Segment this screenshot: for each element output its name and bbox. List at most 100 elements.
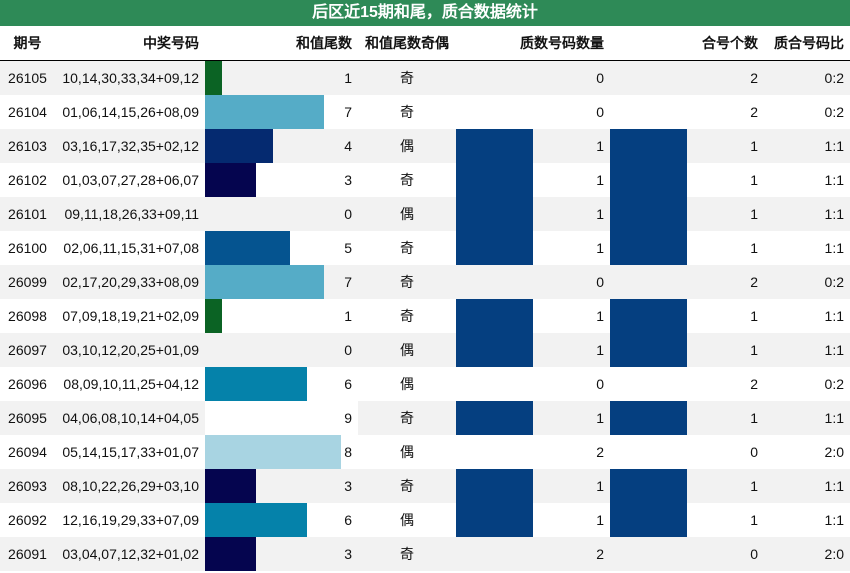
numbers-cell-value: 02,17,20,29,33+08,09 — [62, 274, 199, 290]
prime-count-cell-value: 1 — [596, 512, 604, 528]
ratio-cell: 2:0 — [764, 435, 850, 469]
ratio-cell-value: 2:0 — [824, 444, 844, 460]
ratio-cell: 1:1 — [764, 231, 850, 265]
ratio-cell-value: 1:1 — [824, 512, 844, 528]
prime-count-cell: 1 — [456, 401, 610, 435]
prime-count-cell-value: 0 — [596, 104, 604, 120]
ratio-cell-value: 1:1 — [824, 410, 844, 426]
prime-count-cell-value: 0 — [596, 274, 604, 290]
prime-count-cell: 1 — [456, 163, 610, 197]
numbers-cell-value: 04,06,08,10,14+04,05 — [62, 410, 199, 426]
parity-cell-value: 奇 — [400, 240, 414, 256]
composite-count-cell-value: 2 — [750, 274, 758, 290]
period-cell: 26092 — [0, 503, 55, 537]
numbers-cell: 08,09,10,11,25+04,12 — [55, 367, 205, 401]
period-cell: 26100 — [0, 231, 55, 265]
table-title: 后区近15期和尾，质合数据统计 — [0, 0, 850, 26]
prime-count-cell: 1 — [456, 129, 610, 163]
prime-count-cell-bar — [456, 163, 533, 197]
period-cell-value: 26105 — [8, 70, 47, 86]
tail-cell-value: 3 — [344, 546, 352, 562]
period-cell-value: 26094 — [8, 444, 47, 460]
period-cell-value: 26097 — [8, 342, 47, 358]
ratio-cell: 1:1 — [764, 163, 850, 197]
ratio-cell-value: 1:1 — [824, 478, 844, 494]
composite-count-cell-value: 1 — [750, 478, 758, 494]
numbers-cell-value: 02,06,11,15,31+07,08 — [63, 240, 199, 256]
ratio-cell: 1:1 — [764, 129, 850, 163]
parity-cell-value: 奇 — [400, 70, 414, 86]
composite-count-cell: 1 — [610, 299, 764, 333]
ratio-cell-value: 1:1 — [824, 240, 844, 256]
tail-cell: 3 — [205, 537, 358, 571]
composite-count-cell-value: 1 — [750, 512, 758, 528]
period-cell: 26105 — [0, 60, 55, 95]
ratio-cell: 1:1 — [764, 197, 850, 231]
parity-cell-value: 奇 — [400, 104, 414, 120]
ratio-cell: 0:2 — [764, 60, 850, 95]
ratio-cell: 0:2 — [764, 265, 850, 299]
numbers-cell-value: 09,11,18,26,33+09,11 — [64, 206, 199, 222]
table-row: 26092 12,16,19,29,33+07,09 6 偶 1 1 1:1 — [0, 503, 850, 537]
tail-cell: 7 — [205, 265, 358, 299]
period-cell: 26099 — [0, 265, 55, 299]
composite-count-cell: 0 — [610, 435, 764, 469]
parity-cell: 奇 — [358, 163, 456, 197]
tail-cell-value: 0 — [344, 342, 352, 358]
composite-count-cell-value: 1 — [750, 308, 758, 324]
parity-cell-value: 奇 — [400, 172, 414, 188]
composite-count-cell-value: 1 — [750, 240, 758, 256]
composite-count-cell: 1 — [610, 401, 764, 435]
prime-count-cell: 0 — [456, 95, 610, 129]
tail-cell: 3 — [205, 163, 358, 197]
numbers-cell-value: 03,16,17,32,35+02,12 — [62, 138, 199, 154]
parity-cell-value: 奇 — [400, 308, 414, 324]
prime-count-cell: 0 — [456, 367, 610, 401]
parity-cell: 奇 — [358, 401, 456, 435]
composite-count-cell-bar — [610, 401, 687, 435]
prime-count-cell-bar — [456, 469, 533, 503]
composite-count-cell: 2 — [610, 367, 764, 401]
parity-cell: 偶 — [358, 197, 456, 231]
prime-count-cell-bar — [456, 129, 533, 163]
period-cell: 26103 — [0, 129, 55, 163]
stats-table: 期号 中奖号码 和值尾数 和值尾数奇偶 质数号码数量 合号个数 质合号码比 26… — [0, 26, 850, 571]
composite-count-cell-bar — [610, 503, 687, 537]
composite-count-cell: 1 — [610, 231, 764, 265]
prime-count-cell-value: 1 — [596, 172, 604, 188]
parity-cell-value: 偶 — [400, 376, 414, 392]
parity-cell: 奇 — [358, 265, 456, 299]
tail-cell-bar — [205, 401, 358, 435]
prime-count-cell-value: 0 — [596, 376, 604, 392]
tail-cell-value: 3 — [344, 172, 352, 188]
table-row: 26091 03,04,07,12,32+01,02 3 奇 2 0 2:0 — [0, 537, 850, 571]
tail-cell-bar — [205, 537, 256, 571]
table-row: 26104 01,06,14,15,26+08,09 7 奇 0 2 0:2 — [0, 95, 850, 129]
tail-cell: 1 — [205, 60, 358, 95]
table-row: 26096 08,09,10,11,25+04,12 6 偶 0 2 0:2 — [0, 367, 850, 401]
table-row: 26100 02,06,11,15,31+07,08 5 奇 1 1 1:1 — [0, 231, 850, 265]
period-cell-value: 26091 — [8, 546, 47, 562]
prime-count-cell: 2 — [456, 435, 610, 469]
composite-count-cell-bar — [610, 469, 687, 503]
tail-cell-value: 6 — [344, 376, 352, 392]
period-cell-value: 26099 — [8, 274, 47, 290]
period-cell-value: 26103 — [8, 138, 47, 154]
period-cell-value: 26098 — [8, 308, 47, 324]
parity-cell: 奇 — [358, 231, 456, 265]
composite-count-cell-value: 1 — [750, 172, 758, 188]
prime-count-cell-bar — [456, 503, 533, 537]
prime-count-cell-value: 1 — [596, 240, 604, 256]
numbers-cell-value: 03,10,12,20,25+01,09 — [62, 342, 199, 358]
tail-cell-value: 7 — [344, 104, 352, 120]
period-cell-value: 26100 — [8, 240, 47, 256]
tail-cell-bar — [205, 435, 341, 469]
numbers-cell: 01,03,07,27,28+06,07 — [55, 163, 205, 197]
numbers-cell: 12,16,19,29,33+07,09 — [55, 503, 205, 537]
parity-cell-value: 奇 — [400, 478, 414, 494]
table-row: 26103 03,16,17,32,35+02,12 4 偶 1 1 1:1 — [0, 129, 850, 163]
header-prime-count: 质数号码数量 — [456, 26, 610, 61]
ratio-cell: 1:1 — [764, 503, 850, 537]
period-cell-value: 26093 — [8, 478, 47, 494]
tail-cell-value: 4 — [344, 138, 352, 154]
